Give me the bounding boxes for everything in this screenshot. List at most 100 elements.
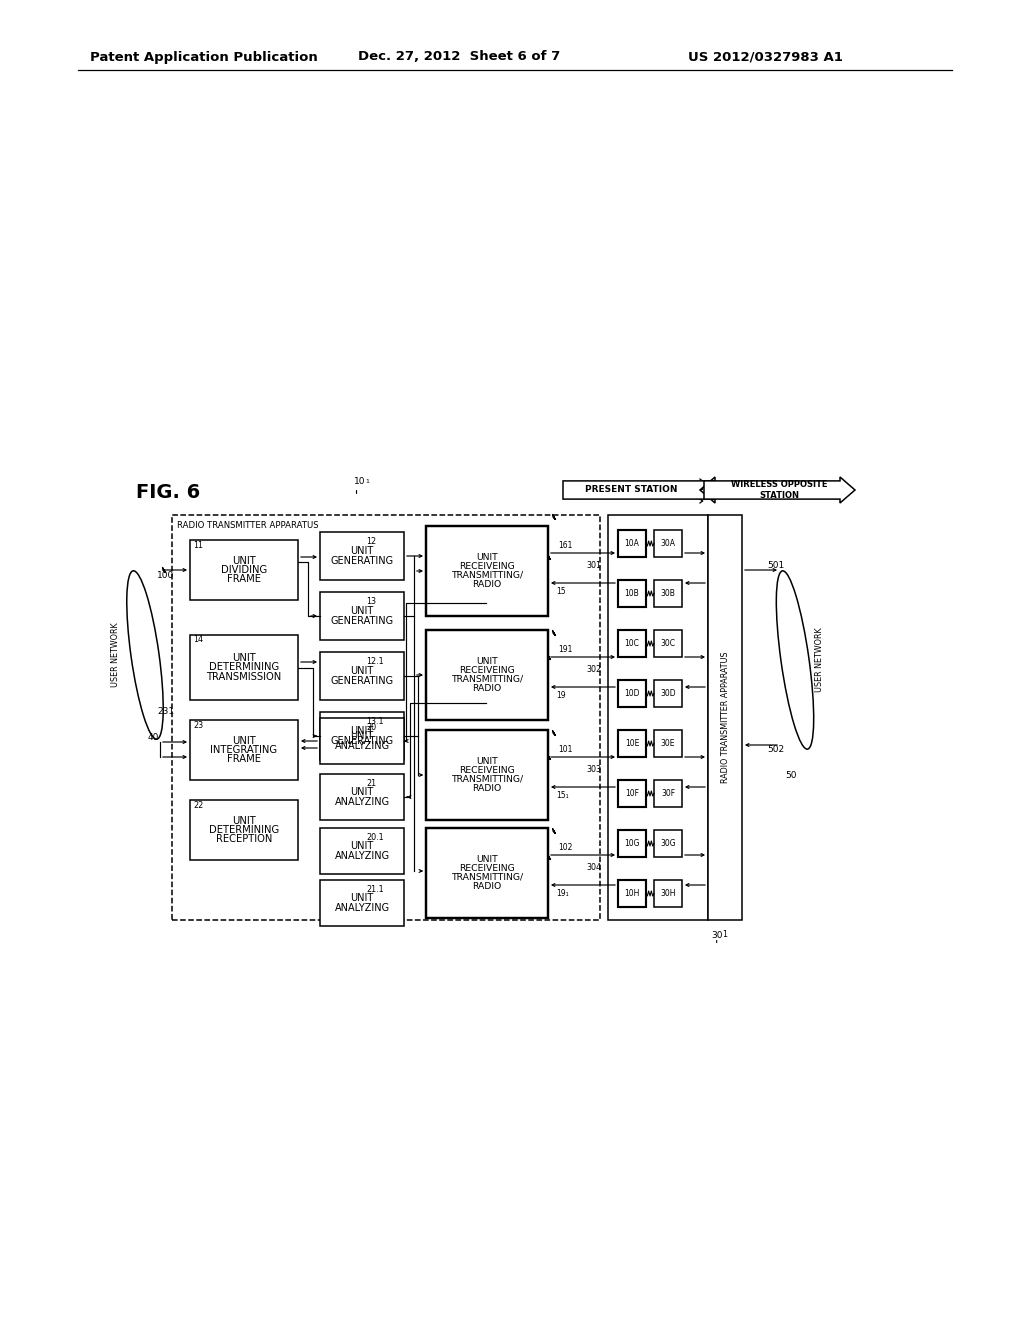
Text: GENERATING: GENERATING (331, 676, 393, 685)
Bar (654, 630, 682, 657)
Text: 10G: 10G (625, 840, 640, 847)
Text: 302: 302 (586, 665, 601, 675)
Bar (190, 540, 298, 601)
Bar (319, 652, 404, 700)
Bar (654, 680, 682, 708)
Bar (190, 800, 298, 861)
Polygon shape (705, 477, 855, 503)
Text: 13.1: 13.1 (366, 717, 384, 726)
Bar (319, 774, 404, 820)
Bar (319, 828, 404, 874)
Text: 22: 22 (193, 800, 203, 809)
Bar (172, 515, 600, 920)
Bar (618, 680, 646, 708)
Text: 12: 12 (366, 537, 376, 546)
Text: ANALYZING: ANALYZING (335, 796, 389, 807)
Text: GENERATING: GENERATING (331, 615, 393, 626)
Bar (319, 711, 404, 760)
Text: RECEIVEING: RECEIVEING (459, 766, 515, 775)
Text: ANALYZING: ANALYZING (335, 850, 389, 861)
Text: UNIT: UNIT (350, 731, 374, 742)
Text: 30H: 30H (660, 888, 676, 898)
Text: 102: 102 (558, 842, 572, 851)
Text: UNIT: UNIT (476, 758, 498, 767)
Polygon shape (563, 477, 715, 503)
Bar (618, 579, 646, 607)
Text: DETERMINING: DETERMINING (209, 663, 280, 672)
Text: Dec. 27, 2012  Sheet 6 of 7: Dec. 27, 2012 Sheet 6 of 7 (358, 50, 560, 63)
Bar (319, 880, 404, 927)
Bar (618, 531, 646, 557)
Text: USER NETWORK: USER NETWORK (815, 628, 824, 692)
Text: GENERATING: GENERATING (331, 735, 393, 746)
Text: 10: 10 (354, 477, 366, 486)
Text: DETERMINING: DETERMINING (209, 825, 280, 836)
Text: TRANSMITTING/: TRANSMITTING/ (451, 775, 523, 784)
Bar (618, 780, 646, 807)
Text: TRANSMITTING/: TRANSMITTING/ (451, 675, 523, 684)
Text: 30G: 30G (660, 840, 676, 847)
Text: 30C: 30C (660, 639, 676, 648)
Bar (618, 630, 646, 657)
Text: DIVIDING: DIVIDING (221, 565, 267, 576)
Text: UNIT: UNIT (350, 546, 374, 557)
Text: 10H: 10H (625, 888, 640, 898)
Text: 304: 304 (586, 863, 601, 873)
Ellipse shape (776, 570, 814, 750)
Text: RADIO: RADIO (472, 684, 502, 693)
Bar (654, 830, 682, 857)
Text: 10B: 10B (625, 589, 639, 598)
Text: 1: 1 (722, 931, 727, 939)
Text: UNIT: UNIT (232, 816, 256, 825)
Text: 10A: 10A (625, 539, 639, 548)
Text: UNIT: UNIT (350, 788, 374, 797)
Text: WIRELESS OPPOSITE
STATION: WIRELESS OPPOSITE STATION (731, 480, 827, 500)
Bar (654, 880, 682, 907)
Text: RADIO: RADIO (472, 882, 502, 891)
Text: UNIT: UNIT (232, 653, 256, 663)
Text: 30: 30 (711, 932, 723, 940)
Text: 15: 15 (556, 587, 565, 597)
Bar (708, 515, 742, 920)
Text: 161: 161 (558, 540, 572, 549)
Bar (654, 780, 682, 807)
Bar (654, 579, 682, 607)
Text: 191: 191 (558, 644, 572, 653)
Text: 101: 101 (558, 744, 572, 754)
Text: INTEGRATING: INTEGRATING (211, 744, 278, 755)
Text: 501: 501 (767, 561, 784, 569)
Text: 10F: 10F (625, 789, 639, 799)
Bar (654, 531, 682, 557)
Bar (190, 635, 298, 700)
Text: RECEPTION: RECEPTION (216, 834, 272, 845)
Text: RADIO TRANSMITTER APPARATUS: RADIO TRANSMITTER APPARATUS (721, 652, 729, 783)
Text: US 2012/0327983 A1: US 2012/0327983 A1 (688, 50, 843, 63)
Bar (426, 525, 548, 616)
Text: 1: 1 (365, 479, 369, 484)
Text: 30A: 30A (660, 539, 676, 548)
Text: 11: 11 (193, 540, 203, 549)
Bar (190, 719, 298, 780)
Bar (618, 730, 646, 756)
Text: PRESENT STATION: PRESENT STATION (586, 486, 678, 495)
Bar (618, 880, 646, 907)
Text: 23: 23 (193, 721, 203, 730)
Ellipse shape (127, 570, 163, 739)
Text: UNIT: UNIT (476, 553, 498, 562)
Text: RECEIVEING: RECEIVEING (459, 865, 515, 873)
Text: UNIT: UNIT (350, 894, 374, 903)
Text: 100: 100 (157, 570, 174, 579)
Text: 30D: 30D (660, 689, 676, 698)
Bar (319, 591, 404, 640)
Text: UNIT: UNIT (350, 606, 374, 616)
Text: 10D: 10D (625, 689, 640, 698)
Bar (426, 828, 548, 917)
Text: UNIT: UNIT (350, 667, 374, 676)
Text: UNIT: UNIT (350, 726, 374, 737)
Text: FIG. 6: FIG. 6 (136, 483, 201, 502)
Bar (426, 630, 548, 719)
Text: ANALYZING: ANALYZING (335, 903, 389, 912)
Text: GENERATING: GENERATING (331, 556, 393, 565)
Text: 14: 14 (193, 635, 203, 644)
Bar (319, 718, 404, 764)
